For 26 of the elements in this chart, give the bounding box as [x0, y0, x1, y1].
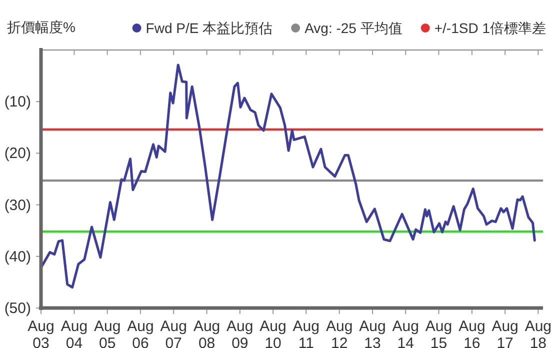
x-tick-label: Aug 06: [127, 318, 154, 348]
y-axis-title: 折價幅度%: [7, 19, 76, 35]
x-tick-label: Aug 13: [359, 318, 386, 348]
y-tick-label: (50): [4, 300, 31, 317]
x-tick-label: Aug 09: [226, 318, 254, 348]
x-tick-label: Aug 12: [326, 318, 353, 348]
y-tick-label: (30): [4, 196, 31, 214]
line-series: [40, 64, 536, 289]
x-tick-label: Aug 03: [28, 318, 54, 348]
x-tick-label: Aug 18: [524, 318, 552, 348]
x-tick-label: Aug 16: [458, 318, 486, 348]
x-tick-label: Aug 15: [425, 318, 452, 348]
legend-label: Fwd P/E 本益比預估: [146, 20, 273, 36]
legend-label: +/-1SD 1倍標準差: [434, 20, 546, 36]
x-tick-label: Aug 14: [392, 318, 419, 348]
x-tick-label: Aug 05: [94, 318, 121, 348]
y-tick-label: (10): [4, 94, 31, 111]
x-tick-label: Aug 04: [60, 318, 88, 348]
y-tick-label: (40): [4, 248, 31, 266]
x-tick-label: Aug 11: [292, 318, 320, 348]
x-tick-label: Aug 10: [260, 318, 286, 348]
x-tick-label: Aug 07: [160, 318, 187, 348]
x-tick-label: Aug 08: [193, 318, 220, 348]
x-tick-label: Aug 17: [492, 318, 518, 348]
y-tick-label: (20): [4, 145, 31, 162]
legend-label: Avg: -25 平均值: [304, 20, 402, 36]
